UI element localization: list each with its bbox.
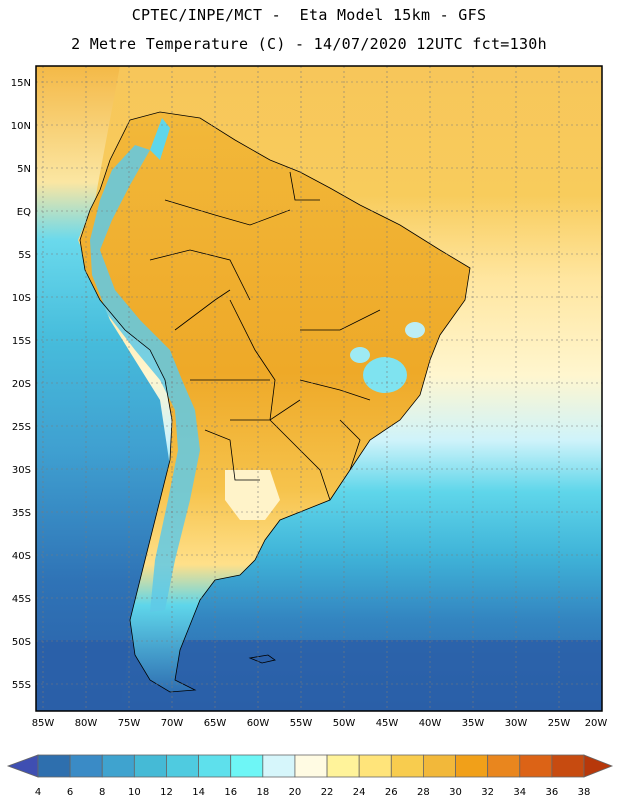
colorbar-cell — [487, 754, 521, 778]
lon-label: 25W — [548, 718, 571, 729]
colorbar-label: 36 — [546, 787, 559, 798]
lat-label: 20S — [12, 379, 31, 390]
colorbar-label: 28 — [417, 787, 430, 798]
colorbar-label: 34 — [513, 787, 526, 798]
colorbar-label: 30 — [449, 787, 462, 798]
colorbar-label: 16 — [224, 787, 237, 798]
lat-label: 10S — [12, 293, 31, 304]
map-frame — [35, 65, 603, 712]
latitude-labels: 15N 10N 5N EQ 5S 10S 15S 20S 25S 30S 35S… — [11, 78, 31, 691]
colorbar-label: 4 — [35, 787, 41, 798]
colorbar-cell — [262, 754, 296, 778]
colorbar-label: 10 — [128, 787, 141, 798]
lat-label: 15N — [11, 78, 31, 89]
southern-cone-pale — [225, 470, 280, 520]
lat-label: 40S — [12, 551, 31, 562]
colorbar-label: 20 — [289, 787, 302, 798]
colorbar-cell — [423, 754, 456, 778]
lon-label: 60W — [247, 718, 270, 729]
colorbar-arrow-high — [583, 754, 614, 778]
lon-label: 45W — [376, 718, 399, 729]
colorbar-label: 14 — [192, 787, 205, 798]
lat-label: 45S — [12, 594, 31, 605]
colorbar-cell — [133, 754, 167, 778]
ocean-pacific — [36, 66, 175, 711]
colorbar-label: 38 — [578, 787, 591, 798]
colorbar-cell — [37, 754, 71, 778]
lat-label: 30S — [12, 465, 31, 476]
lon-label: 85W — [32, 718, 55, 729]
colorbar-arrow-low — [6, 754, 39, 778]
lat-label: 15S — [12, 336, 31, 347]
colorbar-cell — [551, 754, 585, 778]
andes-north-cold — [150, 118, 170, 160]
lat-label: 10N — [11, 121, 31, 132]
lat-label: 25S — [12, 422, 31, 433]
colorbar-cell — [230, 754, 264, 778]
lon-label: 65W — [204, 718, 227, 729]
colorbar-label: 12 — [160, 787, 173, 798]
graticule — [36, 66, 602, 711]
lon-label: 80W — [75, 718, 98, 729]
colorbar-cell — [69, 754, 103, 778]
colorbar-label: 22 — [321, 787, 334, 798]
colorbar-label: 18 — [256, 787, 269, 798]
country-borders — [79, 111, 471, 693]
lon-label: 55W — [290, 718, 313, 729]
colorbar-cell — [101, 754, 135, 778]
highlands-cold-spot-2 — [350, 347, 370, 363]
andes-cold-strip — [90, 145, 200, 612]
colorbar-cell — [326, 754, 360, 778]
colorbar-cell — [294, 754, 328, 778]
lon-label: 40W — [419, 718, 442, 729]
lat-label: 5N — [17, 164, 31, 175]
lon-label: 35W — [462, 718, 485, 729]
lat-label: 50S — [12, 637, 31, 648]
highlands-cold-spot-3 — [405, 322, 425, 338]
lat-label: 35S — [12, 508, 31, 519]
lon-label: 50W — [333, 718, 356, 729]
colorbar-label: 8 — [99, 787, 105, 798]
colorbar-cell — [166, 754, 199, 778]
highlands-cold-spot-1 — [363, 357, 407, 393]
colorbar-cell — [519, 754, 553, 778]
lon-label: 20W — [585, 718, 608, 729]
southern-ocean-band — [36, 640, 602, 711]
longitude-labels: 85W 80W 75W 70W 65W 60W 55W 50W 45W 40W … — [32, 718, 608, 729]
colorbar-label: 24 — [353, 787, 366, 798]
colorbar-label: 26 — [385, 787, 398, 798]
colorbar-cell — [198, 754, 232, 778]
colorbar-cell — [390, 754, 424, 778]
lat-label: 55S — [12, 680, 31, 691]
colorbar: 4 6 8 10 12 14 16 18 20 22 24 26 28 30 32 34 36 38 — [6, 754, 614, 798]
lon-label: 75W — [118, 718, 141, 729]
map-title-line-2: 2 Metre Temperature (C) - 14/07/2020 12U… — [71, 35, 547, 53]
colorbar-label: 6 — [67, 787, 73, 798]
lon-label: 70W — [161, 718, 184, 729]
lat-label: 5S — [18, 250, 31, 261]
colorbar-cell — [455, 754, 489, 778]
map-field — [36, 66, 602, 711]
colorbar-cell — [358, 754, 392, 778]
map-title-line-1: CPTEC/INPE/MCT - Eta Model 15km - GFS — [131, 6, 487, 24]
lon-label: 30W — [505, 718, 528, 729]
lat-label: EQ — [17, 207, 31, 218]
colorbar-label: 32 — [481, 787, 494, 798]
